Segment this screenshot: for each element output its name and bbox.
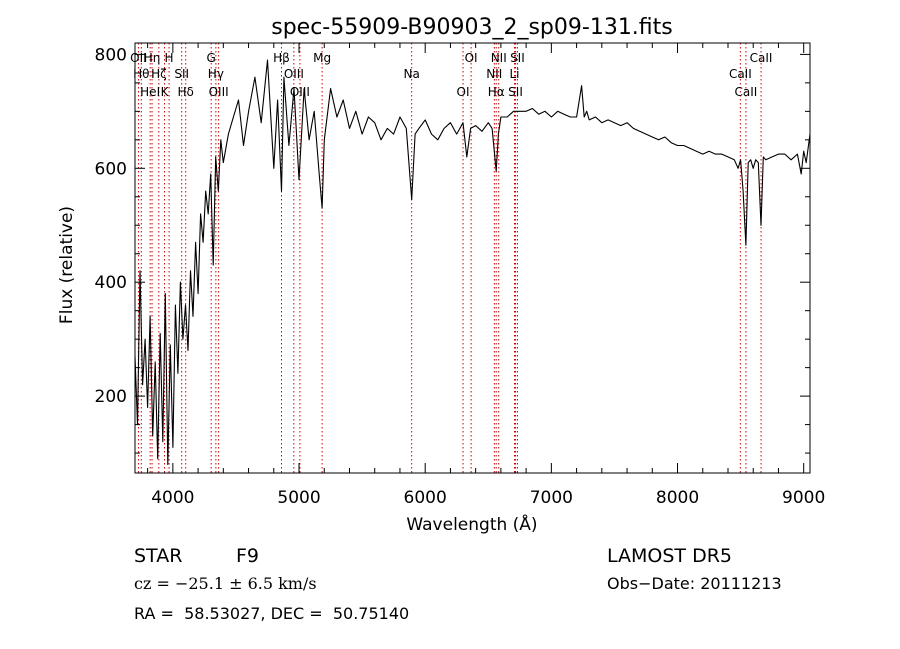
object-subclass: F9 bbox=[236, 545, 259, 567]
line-marker-label: Hα bbox=[488, 85, 505, 99]
spectral-line-markers bbox=[137, 43, 762, 473]
line-marker-label: Hθ bbox=[133, 67, 149, 81]
line-marker-label: Li bbox=[509, 67, 519, 81]
line-marker-label: Hγ bbox=[208, 67, 224, 81]
line-marker-label: CaII bbox=[750, 51, 773, 65]
line-marker-label: SII bbox=[174, 67, 189, 81]
line-marker-label: G bbox=[207, 51, 216, 65]
y-axis-label: Flux (relative) bbox=[57, 206, 77, 324]
line-marker-label: H bbox=[165, 51, 174, 65]
line-marker-label: OIII bbox=[284, 67, 304, 81]
line-marker-label: Hδ bbox=[178, 85, 194, 99]
x-tick-label: 5000 bbox=[277, 488, 320, 508]
redshift-velocity: cz = −25.1 ± 6.5 km/s bbox=[134, 574, 317, 593]
x-tick-label: 6000 bbox=[404, 488, 447, 508]
line-marker-label: Hβ bbox=[273, 51, 290, 65]
line-marker-label: NII bbox=[491, 51, 507, 65]
line-marker-label: CaII bbox=[735, 85, 758, 99]
line-marker-label: OI bbox=[465, 51, 478, 65]
y-tick-label: 600 bbox=[95, 159, 127, 179]
object-class: STAR bbox=[134, 545, 182, 567]
sky-coordinates: RA = 58.53027, DEC = 50.75140 bbox=[134, 604, 409, 623]
x-tick-label: 4000 bbox=[151, 488, 194, 508]
line-marker-label: CaII bbox=[729, 67, 752, 81]
line-marker-label: Na bbox=[404, 67, 420, 81]
line-marker-label: SII bbox=[510, 51, 525, 65]
line-marker-label: Hη bbox=[144, 51, 161, 65]
observation-date: Obs−Date: 20111213 bbox=[607, 574, 782, 593]
spectral-line-labels: OIIHθHeIHηHζKHSIIHδGHγOIIIHβOIIIOIIIMgNa… bbox=[130, 51, 772, 99]
line-marker-label: Hζ bbox=[151, 67, 167, 81]
y-tick-label: 800 bbox=[95, 45, 127, 65]
y-tick-labels: 200 400 600 800 bbox=[95, 45, 127, 407]
line-marker-label: HeI bbox=[140, 85, 160, 99]
line-marker-label: Mg bbox=[313, 51, 331, 65]
x-tick-label: 9000 bbox=[782, 488, 825, 508]
x-tick-labels: 4000 5000 6000 7000 8000 9000 bbox=[151, 488, 825, 508]
plot-frame bbox=[134, 42, 811, 474]
line-marker-label: NII bbox=[486, 67, 502, 81]
line-marker-label: K bbox=[161, 85, 170, 99]
axis-ticks bbox=[135, 43, 810, 473]
line-marker-label: SII bbox=[508, 85, 523, 99]
x-tick-label: 8000 bbox=[656, 488, 699, 508]
survey-label: LAMOST DR5 bbox=[607, 545, 732, 567]
y-tick-label: 400 bbox=[95, 273, 127, 293]
x-axis-label: Wavelength (Å) bbox=[406, 513, 537, 535]
spectrum-line bbox=[134, 59, 811, 466]
chart-title: spec-55909-B90903_2_sp09-131.fits bbox=[271, 15, 673, 40]
x-tick-label: 7000 bbox=[530, 488, 573, 508]
line-marker-label: OIII bbox=[209, 85, 229, 99]
line-marker-label: OI bbox=[457, 85, 470, 99]
y-tick-label: 200 bbox=[95, 387, 127, 407]
